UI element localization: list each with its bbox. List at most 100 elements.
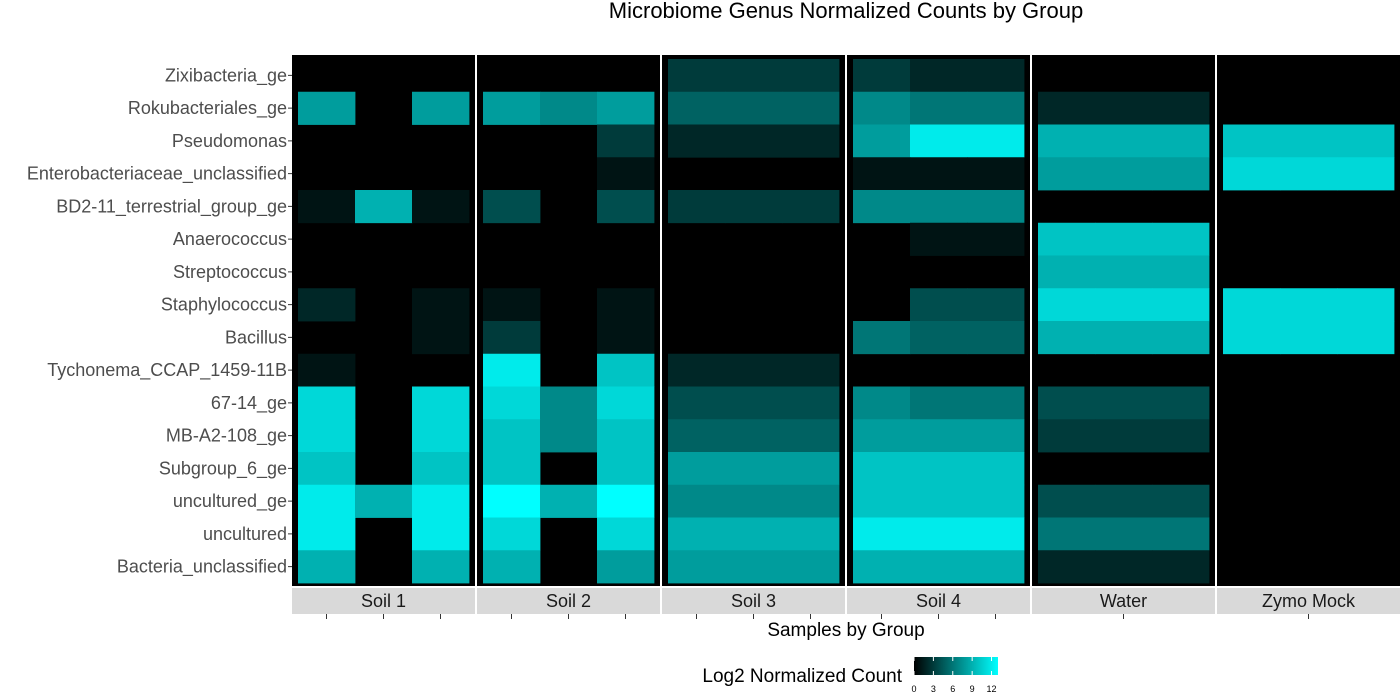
heatmap-cell [910, 321, 968, 355]
strip-background [662, 588, 845, 614]
heatmap-cell [853, 59, 911, 93]
heatmap-cell [597, 321, 655, 355]
facet-strips: Soil 1 Soil 2 Soil 3 Soil 4 Water Zymo Mock [292, 588, 1400, 614]
heatmap-cell [483, 484, 541, 518]
heatmap-cell [782, 91, 840, 125]
heatmap-cell [668, 517, 726, 551]
heatmap-cell [782, 452, 840, 486]
facet-strip: Soil 2 [477, 588, 660, 614]
strip-label: Soil 2 [546, 591, 591, 611]
heatmap-cell [298, 484, 356, 518]
heatmap-cell [967, 59, 1025, 93]
heatmap-cell [910, 190, 968, 224]
heatmap-cell [910, 484, 968, 518]
heatmap-cell [597, 517, 655, 551]
heatmap-cell [967, 190, 1025, 224]
heatmap-cell [1280, 288, 1338, 322]
strip-background [1032, 588, 1215, 614]
heatmap-cell [853, 321, 911, 355]
strip-label: Soil 3 [731, 591, 776, 611]
heatmap-cell [910, 91, 968, 125]
heatmap-cell [1152, 157, 1210, 191]
heatmap-cell [1280, 157, 1338, 191]
heatmap-cell [298, 386, 356, 420]
heatmap-cell [298, 517, 356, 551]
facet-panels [292, 55, 1400, 586]
heatmap-cell [668, 550, 726, 584]
heatmap-cell [1038, 321, 1096, 355]
heatmap-cell [725, 386, 783, 420]
facet-panel [1032, 55, 1215, 586]
heatmap-cell [1095, 517, 1153, 551]
heatmap-cell [1152, 386, 1210, 420]
heatmap-cell [1095, 321, 1153, 355]
row-label: uncultured [203, 524, 287, 544]
legend-ticks: 0 3 6 9 12 [911, 657, 997, 694]
heatmap-cell [782, 59, 840, 93]
heatmap-cell [782, 353, 840, 387]
heatmap-cell [298, 353, 356, 387]
heatmap-cell [298, 190, 356, 224]
heatmap-cell [483, 321, 541, 355]
heatmap-cell [1152, 222, 1210, 256]
heatmap-cell [483, 517, 541, 551]
heatmap-cell [597, 419, 655, 453]
heatmap-cell [1095, 222, 1153, 256]
heatmap-cell [910, 550, 968, 584]
legend-tick-label: 9 [970, 684, 975, 694]
row-label: Pseudomonas [172, 131, 287, 151]
heatmap-cell [782, 550, 840, 584]
heatmap-cell [910, 517, 968, 551]
heatmap-cell [967, 452, 1025, 486]
heatmap-cell [597, 386, 655, 420]
heatmap-cell [1038, 517, 1096, 551]
heatmap-cell [1152, 255, 1210, 289]
legend-tick-label: 0 [911, 684, 916, 694]
heatmap-cell [597, 550, 655, 584]
x-axis-title: Samples by Group [767, 620, 924, 641]
row-label: 67-14_ge [211, 393, 287, 414]
heatmap-cell [412, 550, 470, 584]
heatmap-cell [1095, 124, 1153, 158]
heatmap-cell [412, 321, 470, 355]
heatmap-cell [1038, 419, 1096, 453]
heatmap-cell [1038, 157, 1096, 191]
heatmap-cell [853, 91, 911, 125]
heatmap-cell [725, 91, 783, 125]
facet-panel [847, 55, 1030, 586]
heatmap-cell [910, 222, 968, 256]
heatmap-cell [782, 386, 840, 420]
heatmap-cell [725, 517, 783, 551]
row-label: MB-A2-108_ge [166, 426, 287, 447]
strip-background [1217, 588, 1400, 614]
heatmap-cell [1038, 386, 1096, 420]
heatmap-cell [1095, 419, 1153, 453]
facet-panel [292, 55, 475, 586]
heatmap-cell [597, 288, 655, 322]
heatmap-cell [967, 321, 1025, 355]
heatmap-cell [1038, 91, 1096, 125]
heatmap-cell [1095, 288, 1153, 322]
row-label: Anaerococcus [173, 229, 287, 249]
heatmap-cell [782, 190, 840, 224]
heatmap-cell [725, 452, 783, 486]
heatmap-cell [1223, 157, 1281, 191]
heatmap-cell [298, 452, 356, 486]
heatmap-cell [1152, 419, 1210, 453]
row-label: Staphylococcus [161, 295, 287, 315]
facet-panel [1217, 55, 1400, 586]
heatmap-cell [853, 124, 911, 158]
heatmap-cell [483, 550, 541, 584]
heatmap-cell [967, 550, 1025, 584]
heatmap-cell [1152, 484, 1210, 518]
heatmap-cell [412, 288, 470, 322]
strip-background [477, 588, 660, 614]
heatmap-cell [910, 452, 968, 486]
heatmap-cell [483, 386, 541, 420]
heatmap-cell [1337, 157, 1395, 191]
legend-tick-label: 6 [950, 684, 955, 694]
legend-color-bar [914, 657, 998, 675]
legend-tick-label: 3 [931, 684, 936, 694]
heatmap-cell [910, 59, 968, 93]
